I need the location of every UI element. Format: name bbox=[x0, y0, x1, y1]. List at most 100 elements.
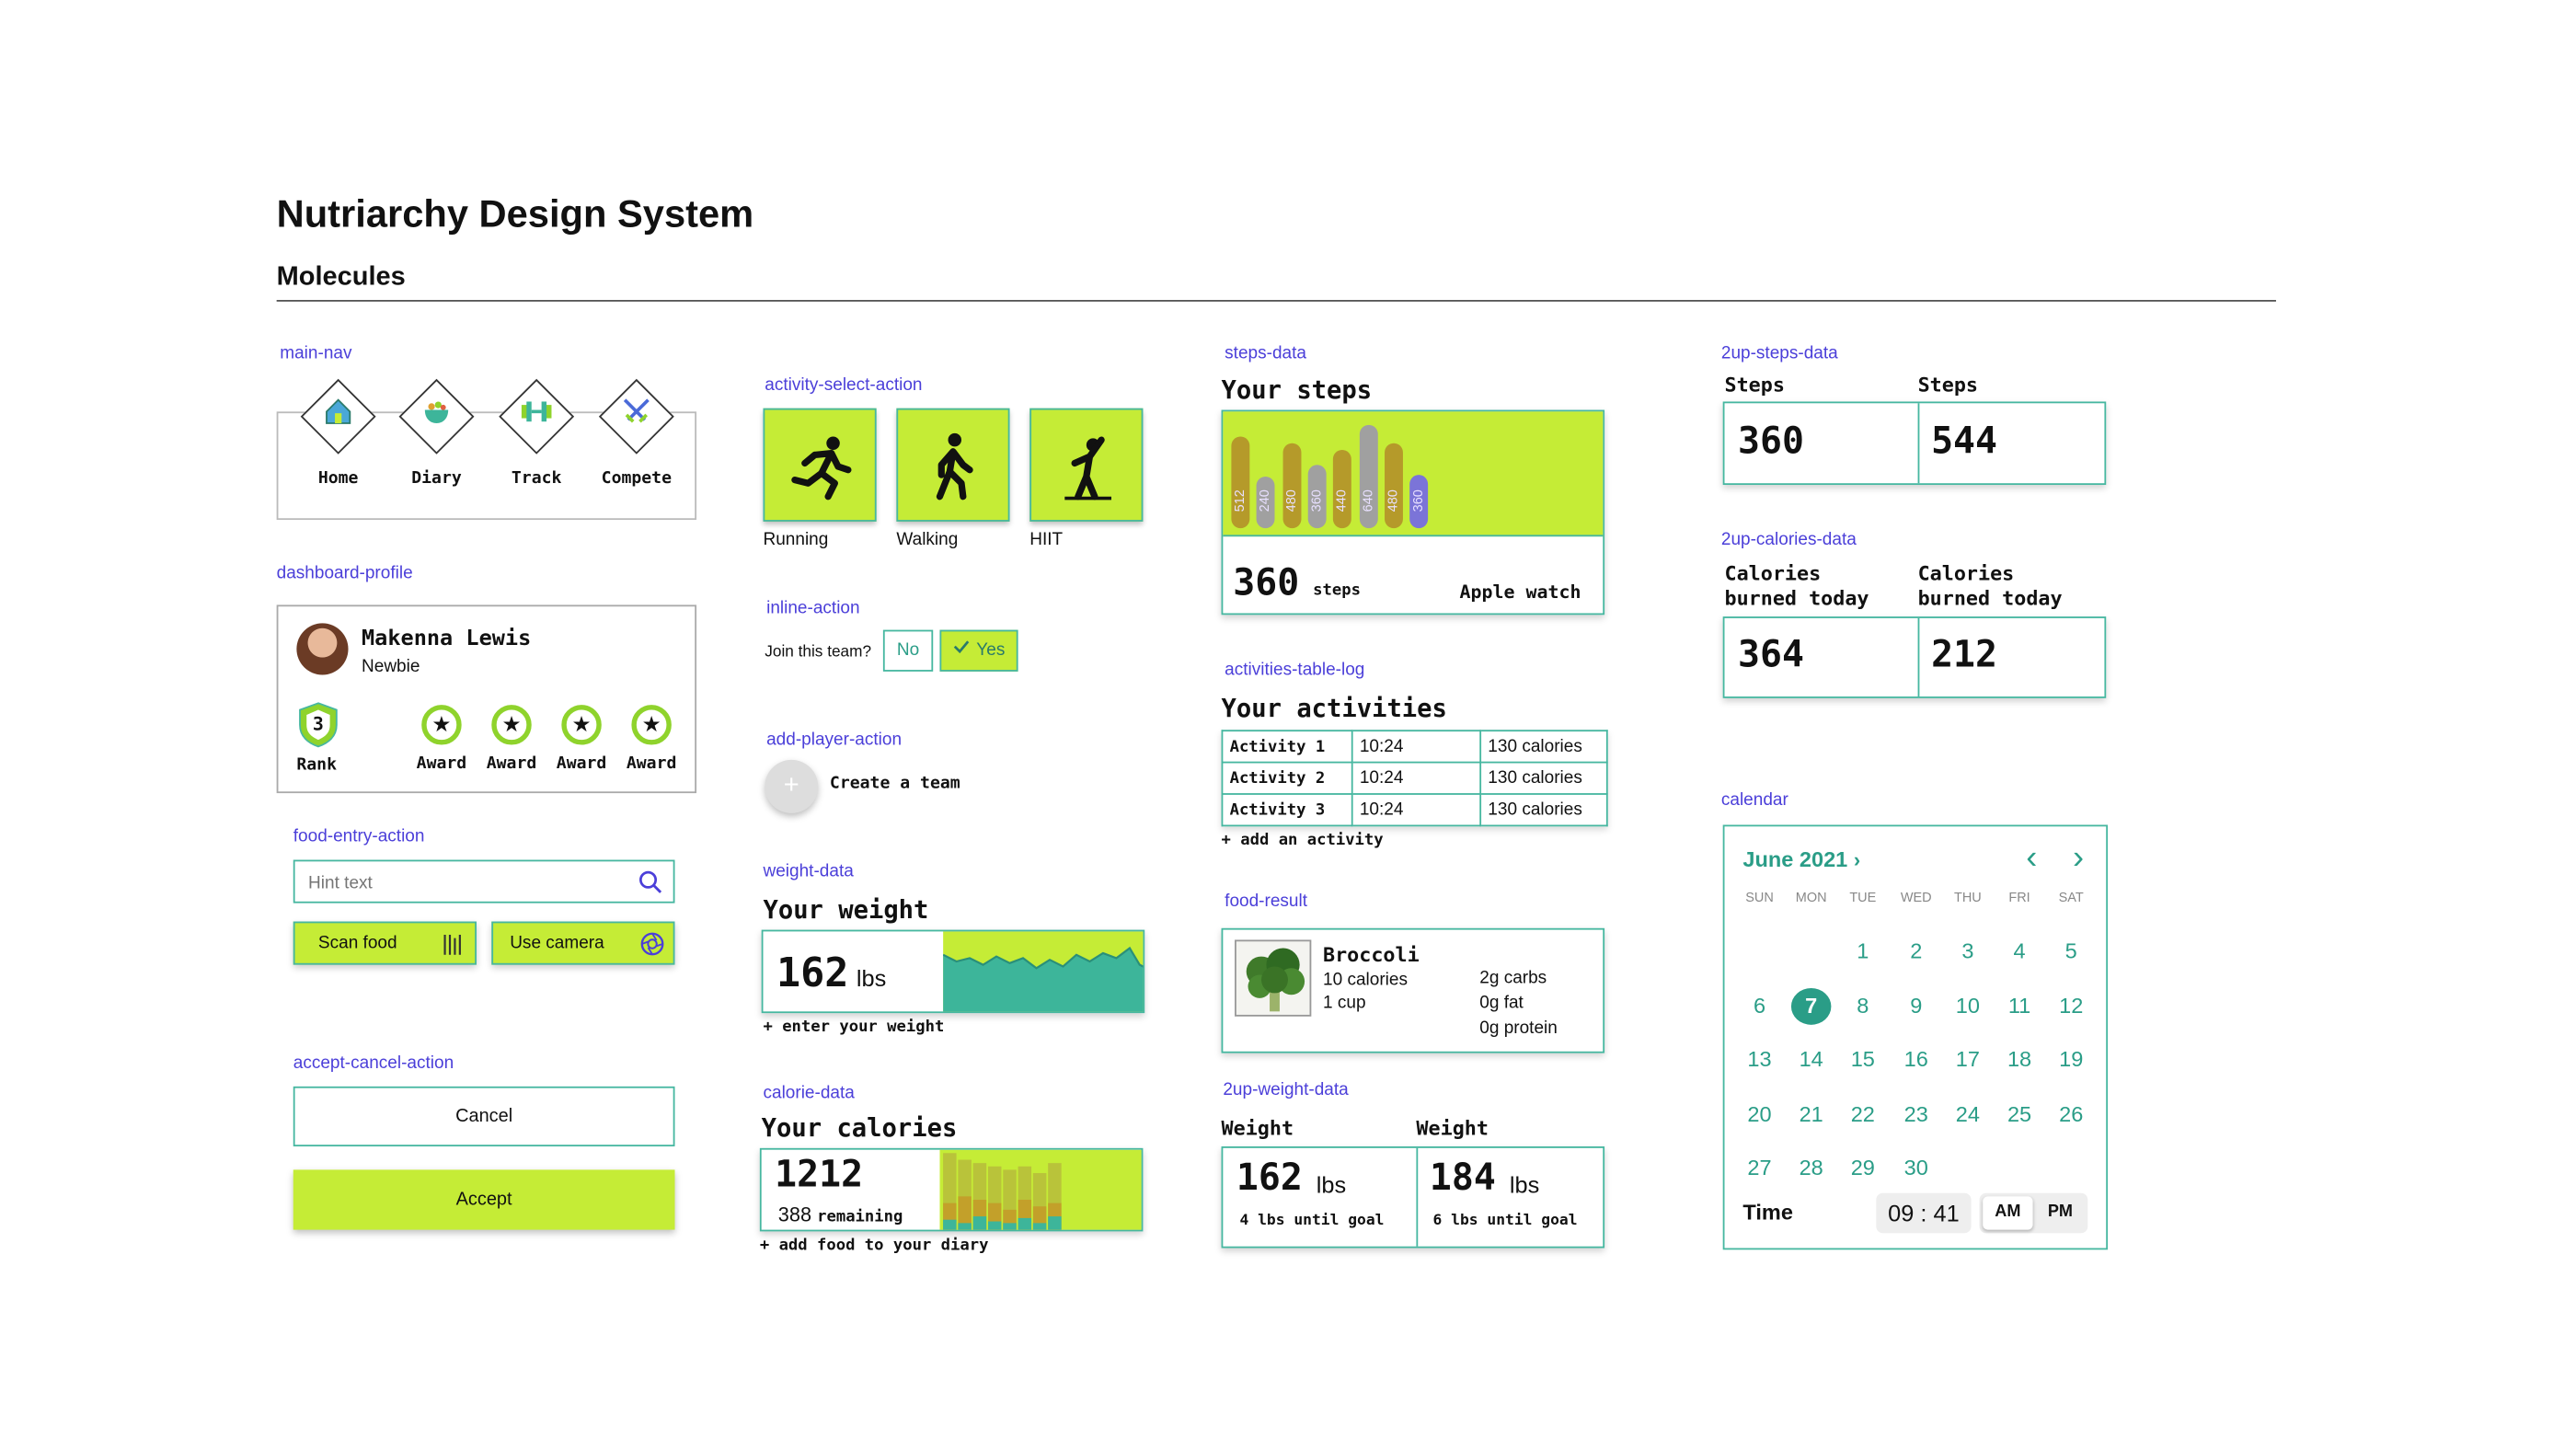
calendar-day[interactable]: 28 bbox=[1799, 1155, 1823, 1180]
calendar-day[interactable]: 22 bbox=[1850, 1100, 1875, 1126]
weight-title: Your weight bbox=[763, 894, 929, 926]
nav-item-home[interactable]: Home bbox=[288, 376, 388, 489]
activities-table: Activity 1 10:24 130 calories Activity 2 10:… bbox=[1221, 730, 1608, 827]
calendar-day[interactable]: 19 bbox=[2059, 1046, 2084, 1072]
yes-button[interactable]: Yes bbox=[939, 629, 1018, 672]
calendar-day[interactable]: 3 bbox=[1961, 938, 1974, 963]
calendar-day[interactable]: 18 bbox=[2007, 1046, 2032, 1072]
award-label: Award bbox=[486, 754, 537, 774]
calories-remaining: 388 remaining bbox=[778, 1203, 903, 1226]
add-player-button[interactable]: + bbox=[765, 759, 819, 813]
calendar-day[interactable]: 17 bbox=[1955, 1046, 1981, 1072]
food-search-input[interactable] bbox=[305, 866, 628, 900]
calendar-weekday: SUN bbox=[1745, 890, 1774, 905]
calendar-day[interactable]: 23 bbox=[1903, 1100, 1928, 1126]
avatar[interactable] bbox=[296, 623, 349, 675]
calendar-day[interactable]: 30 bbox=[1903, 1155, 1928, 1180]
no-button[interactable]: No bbox=[882, 629, 934, 672]
calendar-day[interactable]: 24 bbox=[1955, 1100, 1981, 1126]
calendar-day[interactable]: 12 bbox=[2059, 992, 2084, 1018]
add-food-link[interactable]: + add food to your diary bbox=[759, 1236, 989, 1255]
calendar-day[interactable]: 29 bbox=[1850, 1155, 1875, 1180]
activity-time-cell: 10:24 bbox=[1351, 761, 1482, 795]
calories-right-label-line1: Calories bbox=[1917, 561, 2015, 585]
am-button[interactable]: AM bbox=[1983, 1196, 2033, 1230]
activity-time-cell: 10:24 bbox=[1351, 730, 1482, 764]
steps-bar: 480 bbox=[1384, 443, 1403, 529]
calendar-day[interactable]: 15 bbox=[1850, 1046, 1875, 1072]
calendar-weekday: MON bbox=[1795, 890, 1827, 905]
calendar-day-selected[interactable]: 7 bbox=[1790, 987, 1832, 1024]
calendar-day[interactable]: 25 bbox=[2007, 1100, 2032, 1126]
scan-food-button[interactable]: Scan food bbox=[293, 921, 477, 965]
time-hour[interactable]: 09 bbox=[1888, 1199, 1915, 1226]
table-row[interactable]: Activity 3 10:24 130 calories bbox=[1221, 793, 1608, 827]
steps-bar: 640 bbox=[1358, 424, 1377, 529]
section-divider bbox=[276, 299, 2276, 302]
activity-running-button[interactable] bbox=[763, 408, 877, 522]
food-search-field[interactable] bbox=[293, 859, 675, 903]
cancel-button[interactable]: Cancel bbox=[293, 1086, 675, 1147]
food-result-card[interactable]: Broccoli 10 calories 1 cup 2g carbs 0g f… bbox=[1221, 927, 1605, 1053]
prev-month-icon[interactable]: ‹ bbox=[2026, 839, 2038, 877]
2up-weight-data-label: 2up-weight-data bbox=[1223, 1079, 1349, 1100]
calendar-day[interactable]: 5 bbox=[2064, 938, 2077, 963]
next-month-icon[interactable]: › bbox=[2073, 839, 2085, 877]
nav-item-diary[interactable]: Diary bbox=[386, 376, 487, 489]
pm-button[interactable]: PM bbox=[2047, 1203, 2074, 1222]
activity-label: HIIT bbox=[1029, 529, 1064, 550]
two-up-calories-card: 364 212 bbox=[1722, 616, 2107, 698]
award-star-icon: ★ bbox=[631, 705, 672, 745]
table-row[interactable]: Activity 2 10:24 130 calories bbox=[1221, 761, 1608, 795]
calendar-day[interactable]: 11 bbox=[2007, 992, 2031, 1018]
activity-walking-button[interactable] bbox=[896, 408, 1010, 522]
calendar-day[interactable]: 26 bbox=[2059, 1100, 2084, 1126]
steps-chart: 512 240 480 360 440 640 480 360 bbox=[1223, 411, 1604, 537]
calendar-day[interactable]: 27 bbox=[1747, 1155, 1772, 1180]
barcode-icon bbox=[442, 933, 465, 964]
calendar-day[interactable]: 10 bbox=[1955, 992, 1981, 1018]
weight-left-value: 162 bbox=[1236, 1157, 1303, 1200]
nav-item-compete[interactable]: Compete bbox=[587, 376, 687, 489]
two-up-weight-divider bbox=[1416, 1147, 1419, 1247]
table-row[interactable]: Activity 1 10:24 130 calories bbox=[1221, 730, 1608, 764]
use-camera-button[interactable]: Use camera bbox=[491, 921, 675, 965]
nav-item-track[interactable]: Track bbox=[487, 376, 587, 489]
calendar-day[interactable]: 1 bbox=[1857, 938, 1869, 963]
activity-time-cell: 10:24 bbox=[1351, 793, 1482, 827]
use-camera-label: Use camera bbox=[510, 933, 604, 953]
steps-bar: 480 bbox=[1282, 443, 1301, 529]
calories-value: 1212 bbox=[775, 1155, 864, 1197]
main-nav-label: main-nav bbox=[280, 343, 352, 363]
activities-title: Your activities bbox=[1221, 693, 1447, 724]
time-minute[interactable]: 41 bbox=[1933, 1199, 1960, 1226]
calendar-day[interactable]: 8 bbox=[1857, 992, 1869, 1018]
calendar-month[interactable]: June 2021 › bbox=[1742, 846, 1860, 871]
time-field[interactable]: 09 : 41 bbox=[1876, 1192, 1972, 1234]
calendar-day[interactable]: 16 bbox=[1903, 1046, 1928, 1072]
search-icon[interactable] bbox=[638, 869, 663, 903]
calorie-data-label: calorie-data bbox=[763, 1083, 855, 1103]
weight-unit: lbs bbox=[856, 964, 887, 992]
calendar-day[interactable]: 6 bbox=[1753, 992, 1766, 1018]
steps-bar-label: 640 bbox=[1359, 489, 1375, 512]
steps-bar: 440 bbox=[1333, 449, 1352, 529]
calendar-day[interactable]: 13 bbox=[1747, 1046, 1772, 1072]
food-protein: 0g protein bbox=[1479, 1018, 1558, 1039]
activity-calories-cell: 130 calories bbox=[1479, 761, 1608, 795]
calories-left-label-line2: burned today bbox=[1724, 586, 1869, 610]
steps-bar-label: 440 bbox=[1334, 489, 1350, 512]
calendar-day[interactable]: 4 bbox=[2013, 938, 2026, 963]
calendar-day[interactable]: 20 bbox=[1747, 1100, 1772, 1126]
activity-hiit-button[interactable] bbox=[1029, 408, 1144, 522]
accept-button[interactable]: Accept bbox=[293, 1169, 675, 1230]
enter-weight-link[interactable]: + enter your weight bbox=[763, 1018, 945, 1037]
dumbbell-icon bbox=[487, 397, 587, 433]
food-fat: 0g fat bbox=[1479, 993, 1524, 1014]
calendar-day[interactable]: 2 bbox=[1910, 938, 1923, 963]
add-activity-link[interactable]: + add an activity bbox=[1221, 831, 1384, 850]
calendar-day[interactable]: 9 bbox=[1910, 992, 1923, 1018]
calendar-day[interactable]: 21 bbox=[1799, 1100, 1823, 1126]
time-label: Time bbox=[1742, 1199, 1793, 1226]
calendar-day[interactable]: 14 bbox=[1799, 1046, 1823, 1072]
